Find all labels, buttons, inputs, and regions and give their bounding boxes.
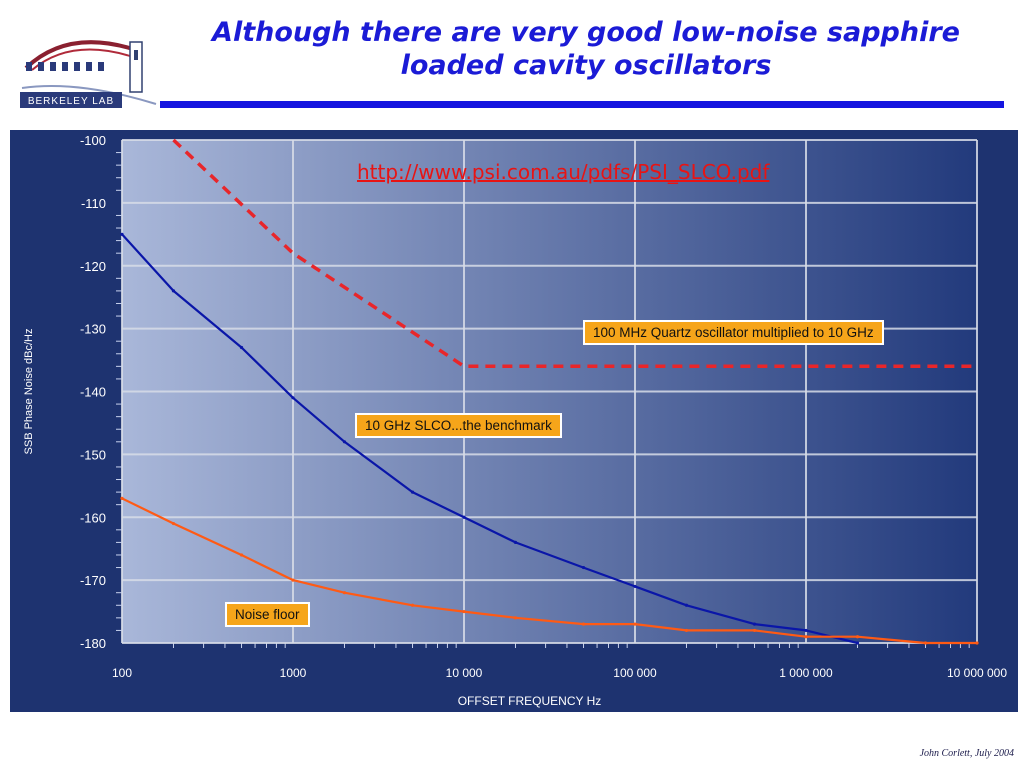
series-point [633,622,637,626]
source-link[interactable]: http://www.psi.com.au/pdfs/PSI_SLCO.pdf [357,160,770,184]
series-noise-floor-line [121,497,977,645]
x-tick-label: 1000 [280,666,307,680]
x-tick-label: 10 000 [446,666,483,680]
series-point [581,622,586,626]
series-slco-line [121,233,858,645]
title-underline [160,101,1004,108]
series-point [513,616,518,620]
series-point [342,440,347,444]
series-point [923,641,928,645]
series-point [410,490,415,494]
series-point [120,496,124,500]
y-tick-label: -110 [81,196,106,211]
logo-label-box [20,92,122,108]
series-point [410,603,415,607]
series-point [752,622,757,626]
series-point [804,635,808,639]
series-point [804,628,808,633]
annotation-slco: 10 GHz SLCO...the benchmark [355,413,562,438]
y-tick-label: -170 [80,573,106,588]
annotation-noise-floor: Noise floor [225,602,310,627]
footer-credit: John Corlett, July 2004 [919,748,1014,759]
series-point [684,603,689,607]
series-point [171,289,176,293]
y-tick-label: -150 [80,447,106,462]
series-point [239,553,244,557]
x-tick-label: 100 [112,666,132,680]
y-tick-label: -140 [80,385,106,400]
series-point [513,540,518,544]
x-tick-label: 1 000 000 [779,666,833,680]
series-point [581,565,586,570]
series-point [684,628,689,633]
series-point [462,515,466,519]
y-tick-label: -100 [80,133,106,148]
x-tick-label: 10 000 000 [947,666,1007,680]
logo-label: BERKELEY LAB [28,96,114,107]
y-tick-label: -130 [80,322,106,337]
berkeley-lab-logo: BERKELEY LAB [20,40,157,108]
annotation-quartz: 100 MHz Quartz oscillator multiplied to … [583,320,884,345]
series-point [462,609,466,614]
y-tick-label: -120 [80,259,106,274]
series-point [342,591,347,595]
series-point [633,584,637,589]
x-tick-label: 100 000 [613,666,657,680]
series-point [291,396,295,400]
x-axis-label: OFFSET FREQUENCY Hz [458,694,602,708]
series-point [975,641,979,645]
logo-base-curve [21,85,157,105]
logo-building-marks [26,62,104,71]
chart-panel: 100 1000 10 000 100 000 1 000 000 10 000 000 -… [10,130,1018,712]
phase-noise-chart: 100 1000 10 000 100 000 1 000 000 10 000 000 -… [23,133,1007,708]
logo-tower [129,41,143,93]
series-point [120,232,124,236]
y-tick-label: -160 [80,510,106,525]
series-point [855,635,860,639]
y-tick-label: -180 [80,636,106,651]
series-point [855,641,860,645]
y-axis-label: SSB Phase Noise dBc/Hz [23,329,35,455]
logo-arc [24,40,137,70]
slide-title: Although there are very good low-noise s… [212,17,960,81]
series-point [291,578,295,582]
logo-tower-window [134,50,138,60]
series-point [752,628,757,633]
series-point [239,345,244,350]
series-point [171,521,176,526]
